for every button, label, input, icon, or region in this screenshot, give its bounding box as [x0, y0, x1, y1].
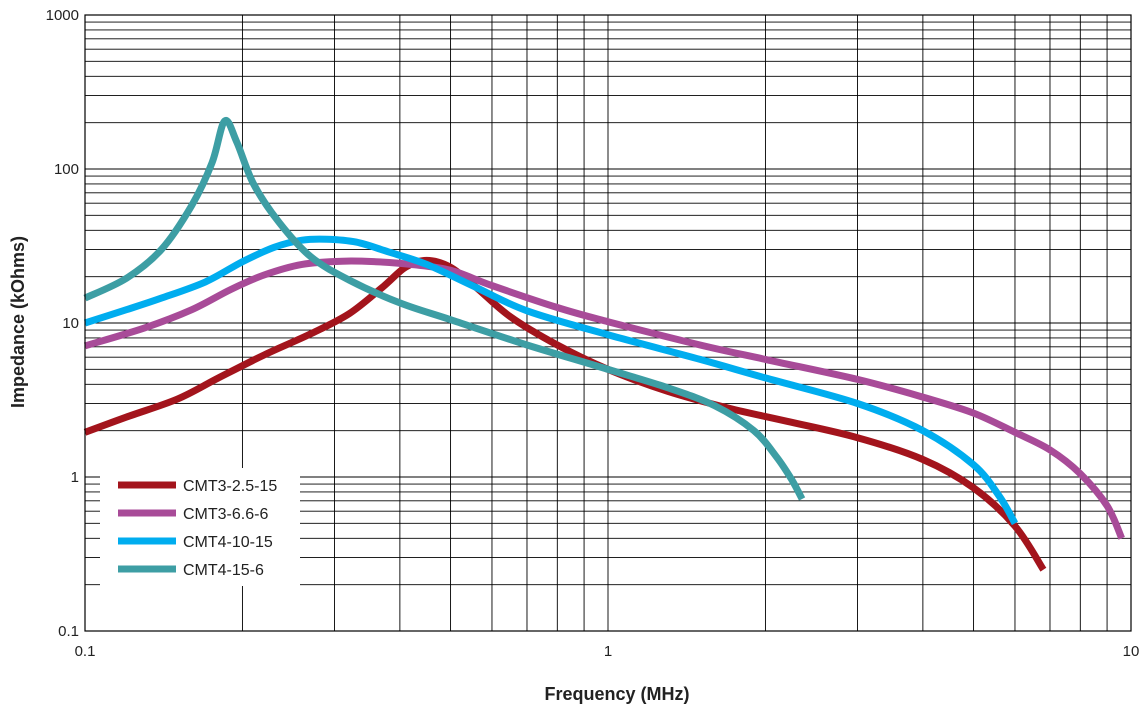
data-series	[83, 116, 1125, 572]
y-tick-label: 1	[71, 469, 79, 486]
y-tick-label: 0.1	[58, 623, 79, 640]
legend-label-2: CMT4-10-15	[183, 534, 273, 551]
x-tick-label: 1	[604, 643, 612, 660]
x-tick-label: 10	[1123, 643, 1140, 660]
y-tick-label: 1000	[46, 7, 79, 24]
plot-frame	[84, 14, 1132, 632]
series-line-1	[83, 257, 1125, 540]
legend-label-1: CMT3-6.6-6	[183, 506, 268, 523]
legend-label-3: CMT4-15-6	[183, 562, 264, 579]
y-tick-label: 100	[54, 161, 79, 178]
legend-label-0: CMT3-2.5-15	[183, 478, 277, 495]
y-tick-label: 10	[62, 315, 79, 332]
y-axis-title: Impedance (kOhms)	[8, 236, 28, 408]
x-tick-label: 0.1	[75, 643, 96, 660]
x-axis-title: Frequency (MHz)	[544, 684, 689, 704]
series-line-3	[83, 116, 806, 501]
axes: 0.1 1 10 100 1000 0.1 1 10	[46, 7, 1140, 660]
legend: CMT3-2.5-15 CMT3-6.6-6 CMT4-10-15 CMT4-15-6	[100, 468, 300, 586]
series-line-2	[83, 235, 1019, 526]
grid	[85, 15, 1131, 631]
